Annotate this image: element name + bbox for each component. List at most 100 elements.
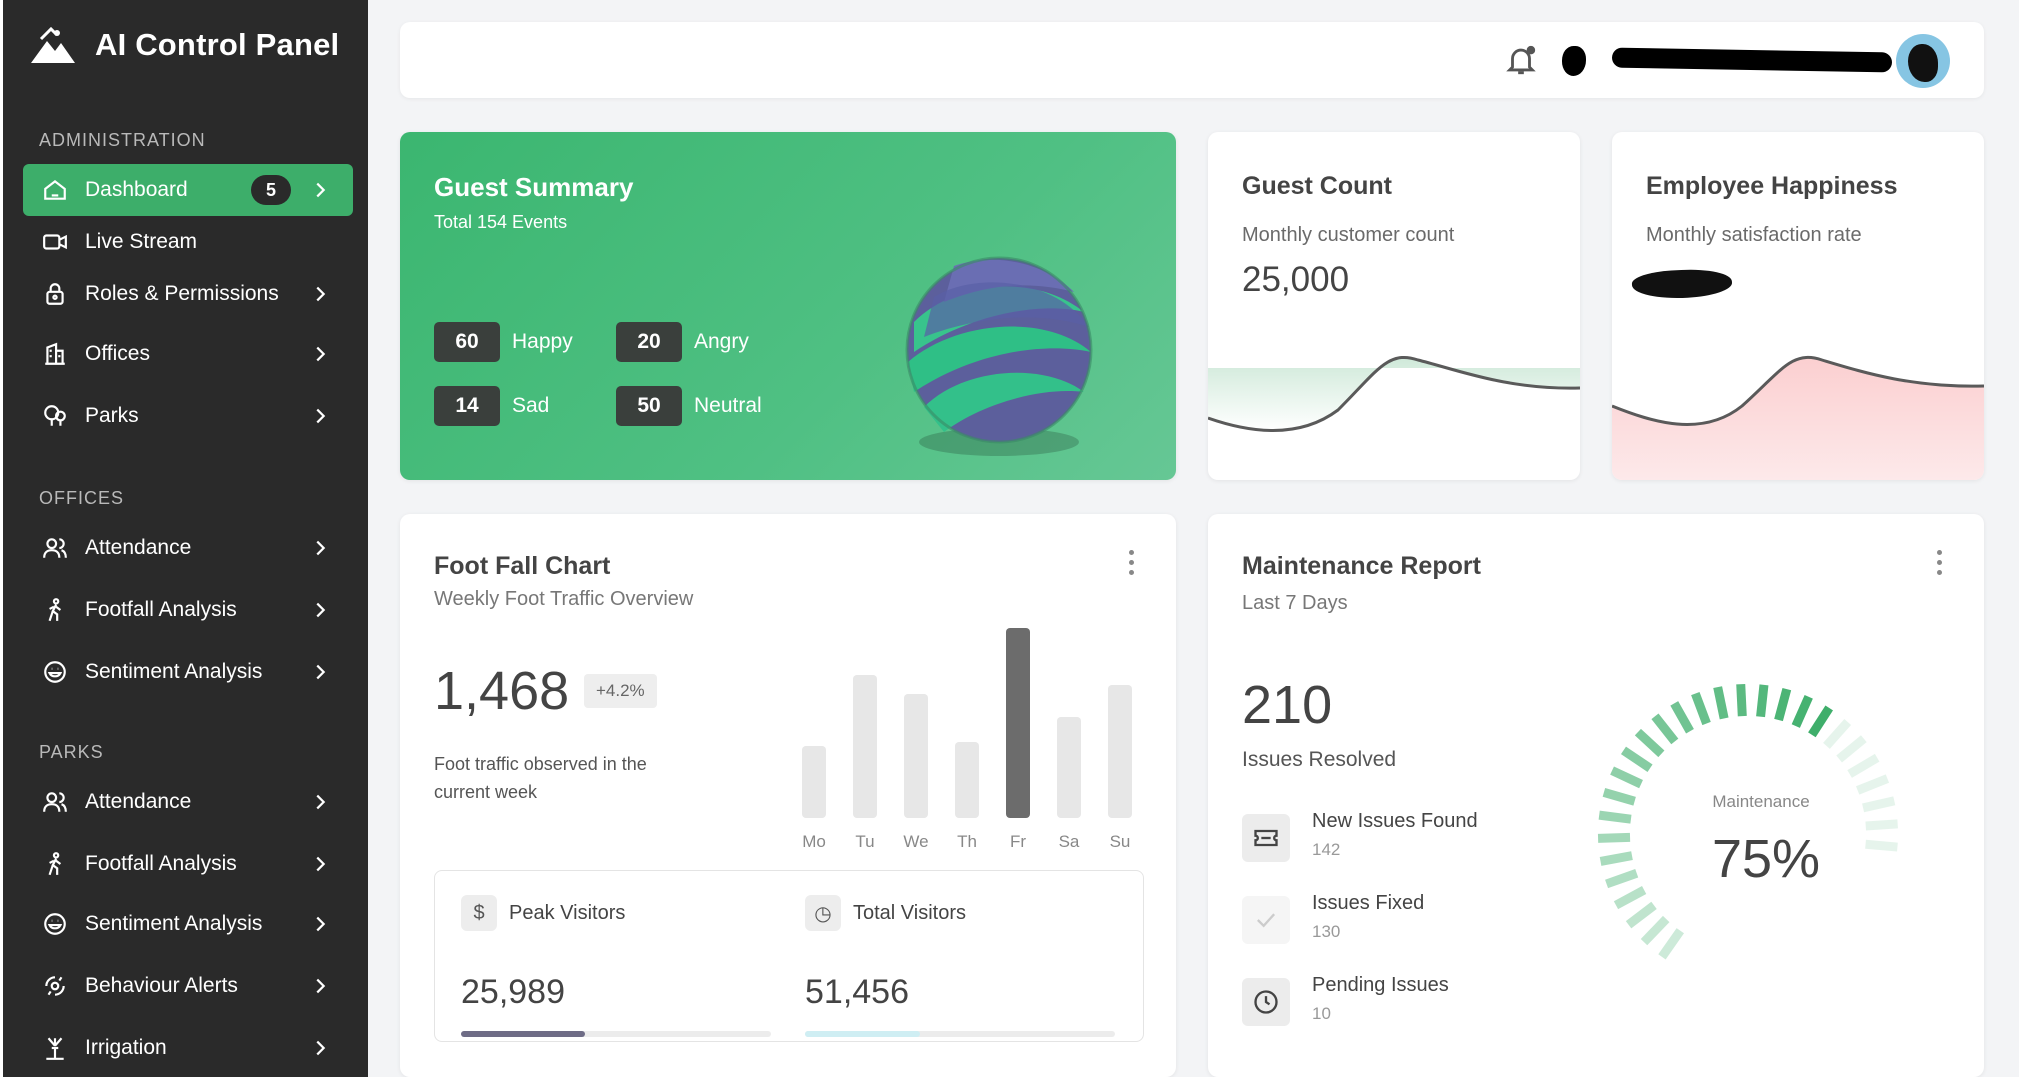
sidebar-item-live-stream[interactable]: Live Stream	[23, 216, 353, 268]
sidebar-item-roles-permissions[interactable]: Roles & Permissions	[23, 268, 353, 320]
chevron-right-icon	[309, 661, 331, 683]
stat-sad: 14 Sad	[434, 386, 549, 426]
sidebar-item-parks[interactable]: Parks	[23, 390, 353, 442]
stat-label: Sad	[512, 394, 550, 417]
sidebar-item-label: Live Stream	[85, 230, 198, 253]
employee-happiness-card: Employee Happiness Monthly satisfaction …	[1612, 132, 1984, 480]
employee-happiness-sparkline	[1612, 355, 1984, 480]
brand[interactable]: AI Control Panel	[27, 22, 339, 68]
footfall-bar-chart: Mo Tu We Th Fr Sa Su	[794, 602, 1154, 862]
guest-summary-subtitle: Total 154 Events	[434, 212, 568, 232]
video-icon	[41, 228, 69, 256]
footfall-subtitle: Weekly Foot Traffic Overview	[434, 588, 694, 610]
sidebar-item-offices[interactable]: Offices	[23, 328, 353, 380]
maintenance-title: Maintenance Report	[1242, 552, 1481, 580]
tree-icon	[41, 402, 69, 430]
guest-summary-title: Guest Summary	[434, 172, 634, 202]
employee-happiness-subtitle: Monthly satisfaction rate	[1646, 224, 1862, 246]
bar-label: Tu	[855, 832, 875, 851]
sidebar-item-dashboard[interactable]: Dashboard 5	[23, 164, 353, 216]
guest-count-subtitle: Monthly customer count	[1242, 224, 1455, 246]
building-icon	[41, 340, 69, 368]
lock-icon	[41, 280, 69, 308]
gauge-segment	[1605, 869, 1639, 889]
issue-count: 10	[1312, 1004, 1331, 1023]
home-icon	[41, 176, 69, 204]
sidebar-item-label: Footfall Analysis	[85, 852, 237, 875]
gauge-segment	[1736, 683, 1747, 717]
stat-angry: 20 Angry	[616, 322, 749, 362]
dollar-icon: $	[461, 895, 497, 931]
peak-visitors-value: 25,989	[461, 973, 565, 1011]
sidebar-item-irrigation[interactable]: Irrigation	[23, 1022, 353, 1074]
chevron-right-icon	[309, 791, 331, 813]
avatar[interactable]	[1896, 34, 1950, 88]
smile-icon	[41, 658, 69, 686]
chevron-right-icon	[309, 179, 331, 201]
gauge-segment	[1613, 886, 1647, 910]
stat-label: Angry	[694, 330, 749, 353]
stat-happy: 60 Happy	[434, 322, 573, 362]
gauge-segment	[1847, 753, 1880, 778]
maintenance-card: Maintenance Report Last 7 Days 210 Issue…	[1208, 514, 1984, 1077]
chevron-right-icon	[309, 405, 331, 427]
maintenance-subtitle: Last 7 Days	[1242, 592, 1348, 614]
bar-th	[955, 742, 979, 818]
sidebar-item-label: Sentiment Analysis	[85, 660, 263, 683]
total-visitors-progress	[805, 1031, 1115, 1037]
sidebar-item-park-footfall[interactable]: Footfall Analysis	[23, 838, 353, 890]
chevron-right-icon	[309, 283, 331, 305]
bar-label: Su	[1109, 832, 1131, 851]
sidebar-item-office-attendance[interactable]: Attendance	[23, 522, 353, 574]
section-label-offices: OFFICES	[39, 488, 125, 508]
notification-badge: 5	[251, 175, 291, 205]
footfall-total: 1,468	[434, 661, 570, 721]
bar-we	[904, 694, 928, 818]
guest-count-title: Guest Count	[1242, 172, 1392, 200]
gauge-segment	[1836, 735, 1867, 763]
redacted-icon[interactable]	[1562, 46, 1586, 76]
guest-summary-card: Guest Summary Total 154 Events 60 Happy …	[400, 132, 1176, 480]
sphere-illustration	[905, 256, 1093, 456]
footfall-card: Foot Fall Chart Weekly Foot Traffic Over…	[400, 514, 1176, 1077]
sidebar-item-label: Attendance	[85, 790, 192, 813]
walking-icon	[41, 596, 69, 624]
chevron-right-icon	[309, 975, 331, 997]
gauge-segment	[1598, 810, 1632, 824]
sidebar-item-office-footfall[interactable]: Footfall Analysis	[23, 584, 353, 636]
stat-neutral: 50 Neutral	[616, 386, 762, 426]
employee-happiness-title: Employee Happiness	[1646, 172, 1898, 200]
more-vertical-icon[interactable]	[1934, 550, 1944, 578]
sidebar-item-behaviour-alerts[interactable]: Behaviour Alerts	[23, 960, 353, 1012]
gauge-segment	[1658, 928, 1685, 960]
top-bar	[400, 22, 1984, 98]
issue-title: Issues Fixed	[1312, 892, 1425, 914]
sidebar-item-park-attendance[interactable]: Attendance	[23, 776, 353, 828]
gauge-segment	[1670, 701, 1694, 734]
sidebar-item-office-sentiment[interactable]: Sentiment Analysis	[23, 646, 353, 698]
more-vertical-icon[interactable]	[1126, 550, 1136, 578]
clock-icon: ◷	[805, 895, 841, 931]
user-name-redacted[interactable]	[1611, 47, 1893, 73]
peak-visitors-progress	[461, 1031, 771, 1037]
section-label-parks: PARKS	[39, 742, 104, 762]
gauge-label: Maintenance	[1712, 792, 1810, 811]
gauge-segment	[1862, 796, 1896, 813]
issue-new: New Issues Found 142	[1242, 810, 1542, 874]
chevron-right-icon	[309, 599, 331, 621]
notification-bell-icon[interactable]	[1504, 42, 1538, 78]
chevron-right-icon	[309, 913, 331, 935]
bar-su	[1108, 685, 1132, 818]
issue-fixed: Issues Fixed 130	[1242, 892, 1542, 956]
bar-label: Mo	[802, 832, 826, 851]
sidebar-item-label: Roles & Permissions	[85, 282, 279, 305]
stat-label: Neutral	[694, 394, 762, 417]
redacted-value	[1631, 267, 1733, 301]
gauge-segment	[1634, 728, 1665, 758]
gauge-segment	[1823, 718, 1852, 749]
sidebar-item-label: Sentiment Analysis	[85, 912, 263, 935]
gauge-value: 75%	[1711, 829, 1821, 889]
sidebar-item-park-sentiment[interactable]: Sentiment Analysis	[23, 898, 353, 950]
stat-value: 20	[616, 322, 682, 362]
gauge-segment	[1774, 687, 1792, 722]
